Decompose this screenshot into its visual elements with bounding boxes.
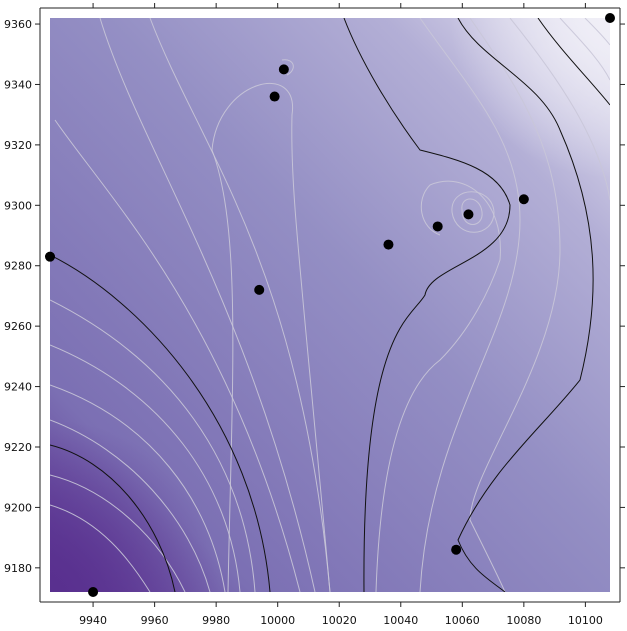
- contour-line: [375, 180, 501, 592]
- y-tick-label: 9360: [4, 18, 32, 31]
- y-tick-label: 9240: [4, 381, 32, 394]
- y-tick-label: 9320: [4, 139, 32, 152]
- contour-line: [50, 344, 241, 592]
- y-tick-label: 9200: [4, 501, 32, 514]
- contour-line: [50, 504, 151, 592]
- contour-line: [559, 18, 610, 81]
- y-tick-label: 9300: [4, 199, 32, 212]
- contour-line: [50, 299, 256, 592]
- x-tick-label: 10040: [383, 614, 418, 627]
- contour-line: [451, 191, 495, 233]
- data-point: [518, 194, 529, 205]
- contour-line: [54, 119, 301, 592]
- contour-line: [584, 18, 610, 46]
- x-ticks: 9940 9960 9980 10000 10020 10040 10060 10080 101…: [79, 3, 603, 627]
- axes: [39, 7, 621, 603]
- contour-line-major: [50, 254, 271, 592]
- contour-line: [419, 18, 521, 592]
- y-tick-label: 9280: [4, 260, 32, 273]
- contour-line: [469, 18, 561, 592]
- x-tick-label: 9940: [79, 614, 107, 627]
- data-point: [278, 64, 289, 75]
- x-tick-label: 10080: [506, 614, 541, 627]
- y-tick-label: 9220: [4, 441, 32, 454]
- contour-line: [99, 18, 316, 592]
- y-tick-label: 9260: [4, 320, 32, 333]
- x-tick-label: 10020: [322, 614, 357, 627]
- contour-line: [461, 198, 483, 225]
- contour-line-major: [343, 18, 511, 592]
- x-tick-label: 9980: [202, 614, 230, 627]
- data-point: [269, 91, 280, 102]
- data-point: [605, 13, 615, 23]
- data-point: [88, 587, 99, 597]
- data-point: [463, 209, 474, 220]
- x-tick-label: 10100: [568, 614, 603, 627]
- x-tick-label: 9960: [141, 614, 169, 627]
- contour-line: [509, 18, 610, 201]
- x-tick-label: 10000: [260, 614, 295, 627]
- contour-line: [50, 419, 211, 592]
- contour-line: [281, 59, 294, 76]
- data-points: [45, 13, 615, 597]
- y-tick-label: 9180: [4, 562, 32, 575]
- contour-line-major: [537, 18, 610, 106]
- contour-line: [50, 474, 186, 592]
- y-ticks: 9180 9200 9220 9240 9260 9280 9300 9320 9340 9360: [4, 18, 625, 575]
- data-point: [383, 239, 394, 250]
- contour-line-major: [457, 18, 594, 592]
- x-tick-label: 10060: [445, 614, 480, 627]
- y-tick-label: 9340: [4, 78, 32, 91]
- data-point: [432, 221, 443, 232]
- data-point: [45, 251, 55, 262]
- contour-line: [211, 82, 331, 592]
- contour-field: [50, 18, 610, 592]
- data-point: [451, 544, 462, 555]
- contour-line-major: [50, 444, 176, 592]
- data-point: [254, 284, 265, 295]
- contour-fill-high: [50, 18, 610, 592]
- contour-line: [149, 18, 331, 592]
- contour-line: [50, 384, 226, 592]
